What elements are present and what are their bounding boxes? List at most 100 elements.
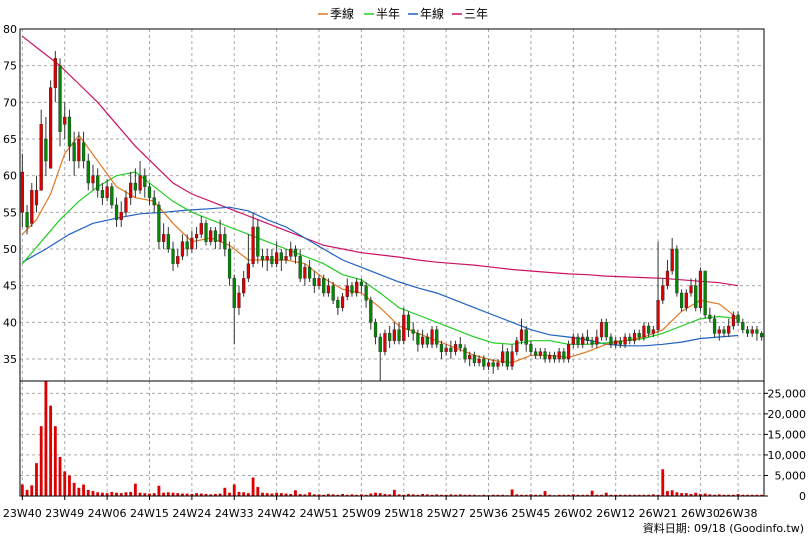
x-tick-label: 25W36 <box>469 507 508 520</box>
candle-body <box>326 285 331 294</box>
candle-body <box>651 329 655 334</box>
volume-bar <box>25 489 29 496</box>
candle-body <box>345 285 349 297</box>
volume-bar <box>543 491 547 496</box>
candle-body <box>190 237 194 250</box>
volume-bar <box>520 494 523 496</box>
candle-body <box>223 234 227 250</box>
volume-bar <box>529 494 533 496</box>
legend-label: 年線 <box>420 6 444 21</box>
volume-bar <box>378 493 382 496</box>
volume-bar <box>647 494 651 496</box>
volume-bar <box>359 494 363 496</box>
volume-bar <box>600 494 603 496</box>
volume-bar <box>105 493 109 496</box>
candle-body <box>505 351 509 367</box>
candle-body <box>152 197 156 206</box>
candle-body <box>34 190 39 206</box>
candle-body <box>731 314 736 327</box>
volume-bar <box>755 494 759 496</box>
price-tick-label: 55 <box>3 206 17 219</box>
x-tick-label: 26W02 <box>554 507 593 520</box>
candle-body <box>312 278 316 286</box>
candle-body <box>694 285 698 308</box>
candle-body <box>722 329 726 334</box>
candle-body <box>25 212 29 228</box>
candle-body <box>53 58 57 88</box>
candle-body <box>105 186 109 198</box>
candle-body <box>180 241 185 257</box>
volume-panel-frame <box>19 380 765 497</box>
candle-body <box>30 190 34 224</box>
volume-bar <box>468 494 472 496</box>
candle-body <box>265 256 269 261</box>
volume-bar <box>124 492 128 496</box>
candle-body <box>96 175 100 191</box>
volume-bar <box>20 484 24 496</box>
candle-body <box>661 285 665 301</box>
volume-bar <box>133 483 137 496</box>
candle-body <box>100 190 105 198</box>
volume-tick-label: 0 <box>799 490 806 503</box>
volume-bar <box>595 494 599 496</box>
candle-body <box>538 351 542 356</box>
candle-body <box>260 256 265 261</box>
volume-bar <box>576 494 580 496</box>
candle-body <box>289 248 293 257</box>
volume-bar <box>275 492 279 496</box>
candle-body <box>171 248 175 264</box>
volume-bar <box>246 493 250 496</box>
candle-body <box>39 124 43 191</box>
volume-bar <box>402 494 406 496</box>
volume-bar <box>298 493 302 496</box>
candle-body <box>307 267 312 279</box>
candle-body <box>162 234 166 242</box>
candle-body <box>519 329 524 341</box>
candle-body <box>199 223 203 235</box>
candle-body <box>496 362 500 367</box>
volume-bar <box>618 494 622 496</box>
volume-bar <box>590 490 594 496</box>
volume-bar <box>501 494 505 496</box>
volume-bar <box>345 494 349 496</box>
volume-bar <box>100 492 104 496</box>
volume-bar <box>407 493 410 496</box>
volume-bar <box>699 493 702 496</box>
volume-bar <box>435 494 439 496</box>
volume-bar <box>279 493 283 496</box>
volume-bar <box>642 494 646 496</box>
price-tick-label: 50 <box>3 243 17 256</box>
volume-bar <box>53 426 57 496</box>
x-tick-label: 24W06 <box>88 507 127 520</box>
volume-bar <box>392 489 396 496</box>
candle-body <box>331 285 335 301</box>
volume-bar <box>609 494 613 496</box>
candle-body <box>246 263 250 279</box>
volume-bar <box>364 494 368 496</box>
volume-bar <box>454 494 457 496</box>
price-tick-label: 60 <box>3 170 17 183</box>
volume-bar <box>586 494 589 496</box>
volume-bar <box>232 484 236 496</box>
candle-body <box>20 171 24 213</box>
candle-body <box>340 296 345 308</box>
volume-bar <box>656 494 660 496</box>
candle-body <box>373 322 378 338</box>
price-tick-label: 70 <box>3 96 17 109</box>
volume-grid <box>20 392 764 476</box>
candle-body <box>129 182 133 198</box>
candle-body <box>439 344 444 352</box>
candle-body <box>524 329 528 345</box>
candle-body <box>604 322 608 338</box>
volume-bar <box>463 494 467 496</box>
volume-bar <box>77 487 81 496</box>
volume-bar <box>458 494 462 496</box>
volume-bar <box>228 492 231 496</box>
candle-body <box>232 278 236 308</box>
volume-bar <box>143 493 147 496</box>
price-tick-label: 65 <box>3 133 17 146</box>
x-tick-label: 24W42 <box>257 507 296 520</box>
candle-body <box>86 160 90 184</box>
candle-body <box>501 351 505 363</box>
candle-body <box>585 336 590 341</box>
